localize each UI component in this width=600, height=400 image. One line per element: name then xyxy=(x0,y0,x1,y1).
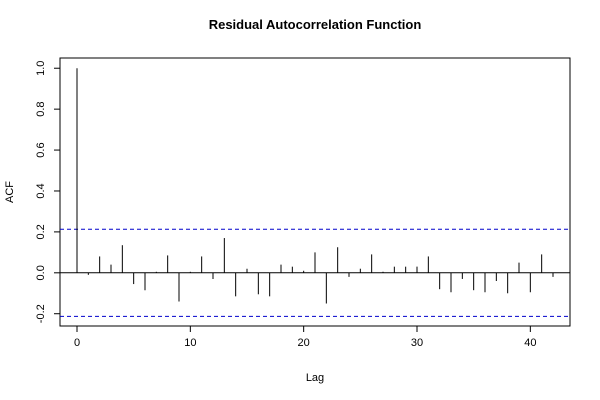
x-axis-label: Lag xyxy=(306,372,324,384)
plot-content xyxy=(60,68,570,317)
y-tick-label: -0.2 xyxy=(35,304,47,323)
x-tick-label: 40 xyxy=(524,337,536,349)
x-tick-label: 0 xyxy=(74,337,80,349)
y-axis: -0.2 0.0 0.2 0.4 0.6 0.8 1.0 xyxy=(35,61,60,323)
plot-frame xyxy=(59,57,571,327)
y-tick-label: 0.6 xyxy=(35,142,47,157)
x-tick-label: 10 xyxy=(184,337,196,349)
chart-title: Residual Autocorrelation Function xyxy=(209,17,422,32)
y-tick-label: 1.0 xyxy=(35,61,47,76)
x-axis: 0 10 20 30 40 xyxy=(74,326,536,349)
y-tick-label: 0.8 xyxy=(35,101,47,116)
y-axis-label: ACF xyxy=(4,181,16,203)
y-tick-label: 0.4 xyxy=(35,183,47,198)
x-tick-label: 30 xyxy=(411,337,423,349)
x-tick-label: 20 xyxy=(298,337,310,349)
y-tick-label: 0.0 xyxy=(35,265,47,280)
y-tick-label: 0.2 xyxy=(35,224,47,239)
